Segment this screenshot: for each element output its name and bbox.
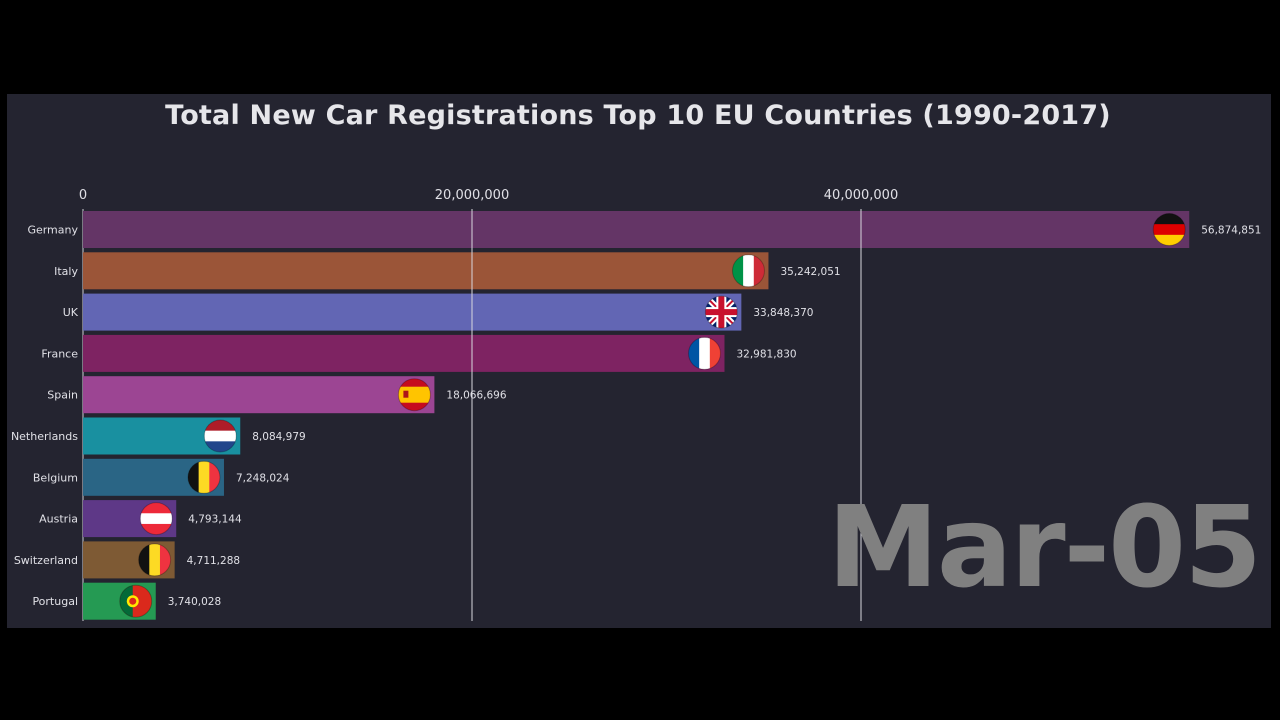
flag-stripe <box>1153 224 1186 236</box>
flag-stripe <box>119 585 133 618</box>
category-label: Austria <box>39 513 78 526</box>
value-label: 32,981,830 <box>736 348 796 360</box>
flag-stripe <box>187 461 200 494</box>
category-label: France <box>41 347 78 360</box>
flag-stripe <box>709 337 721 370</box>
flag-stripe <box>140 513 173 525</box>
flag-outline <box>139 502 173 536</box>
value-label: 7,248,024 <box>236 472 290 484</box>
category-label: Belgium <box>33 471 78 484</box>
value-label: 33,848,370 <box>753 307 813 319</box>
category-label: Netherlands <box>11 430 78 443</box>
flag-italy-icon <box>731 254 765 288</box>
category-label: Spain <box>47 389 78 402</box>
flag-outline <box>731 254 765 288</box>
flag-fill <box>204 420 237 452</box>
flag-stripe <box>718 296 725 329</box>
flag-fill <box>688 337 721 370</box>
bar <box>83 376 435 414</box>
flag-fill <box>732 254 765 287</box>
x-tick-label: 20,000,000 <box>435 188 509 203</box>
flag-fill <box>140 502 173 535</box>
flag-stripe <box>198 461 210 494</box>
flag-stripe <box>732 254 744 287</box>
flag-stripe <box>159 543 171 576</box>
flag-fill <box>119 585 152 618</box>
value-label: 56,874,851 <box>1201 225 1261 237</box>
flag-stripe <box>398 386 431 403</box>
flag-outline <box>704 295 738 329</box>
flag-stripe <box>1153 234 1186 246</box>
x-tick-label: 0 <box>79 188 87 203</box>
flag-portugal-icon <box>119 584 153 618</box>
flag-emblem <box>129 597 137 605</box>
flag-belgium-icon <box>187 460 221 494</box>
flag-stripe <box>149 543 161 576</box>
flag-emblem <box>403 390 409 398</box>
category-label: UK <box>63 306 79 319</box>
value-label: 18,066,696 <box>446 390 506 402</box>
flag-outline <box>187 460 221 494</box>
chart-title: Total New Car Registrations Top 10 EU Co… <box>165 100 1111 131</box>
flag-stripe <box>209 461 220 494</box>
flag-fill <box>398 378 431 411</box>
flag-germany-icon <box>1152 213 1186 246</box>
value-label: 3,740,028 <box>168 596 221 608</box>
flag-stripe <box>204 441 237 452</box>
flag-outline <box>138 543 172 577</box>
flag-outline <box>119 584 153 618</box>
flag-outline <box>203 419 237 453</box>
x-tick-label: 40,000,000 <box>824 188 898 203</box>
value-label: 35,242,051 <box>780 266 840 278</box>
flag-stripe <box>1153 213 1186 225</box>
value-label: 8,084,979 <box>252 431 305 443</box>
flag-stripe <box>138 543 150 576</box>
flag-stripe <box>204 420 237 432</box>
period-label: Mar-05 <box>827 483 1262 613</box>
bar <box>83 334 725 372</box>
category-label: Italy <box>54 265 78 278</box>
flag-stripe <box>743 254 755 287</box>
category-label: Portugal <box>32 595 78 608</box>
value-label: 4,711,288 <box>187 555 240 567</box>
flag-austria-icon <box>139 502 173 536</box>
bar <box>83 293 742 331</box>
bar <box>83 211 1190 248</box>
flag-fill <box>187 461 220 494</box>
flag-netherlands-icon <box>203 419 237 453</box>
flag-stripe <box>140 523 173 535</box>
flag-france-icon <box>687 336 721 370</box>
flag-stripe <box>204 430 237 442</box>
value-label: 4,793,144 <box>188 514 242 526</box>
flag-outline <box>397 378 431 412</box>
flag-stripe <box>699 337 711 370</box>
flag-fill <box>705 296 738 329</box>
flag-spain-icon <box>397 378 431 412</box>
flag-fill <box>1153 213 1186 246</box>
flag-belgium-icon <box>138 543 172 577</box>
flag-outline <box>687 336 721 370</box>
flag-uk-icon <box>704 295 738 329</box>
flag-stripe <box>140 502 173 514</box>
flag-stripe <box>753 254 765 287</box>
flag-outline <box>1152 213 1186 246</box>
flag-stripe <box>688 337 700 370</box>
bar <box>83 252 769 290</box>
category-label: Germany <box>27 224 78 237</box>
category-label: Switzerland <box>14 554 78 567</box>
flag-fill <box>138 543 171 576</box>
